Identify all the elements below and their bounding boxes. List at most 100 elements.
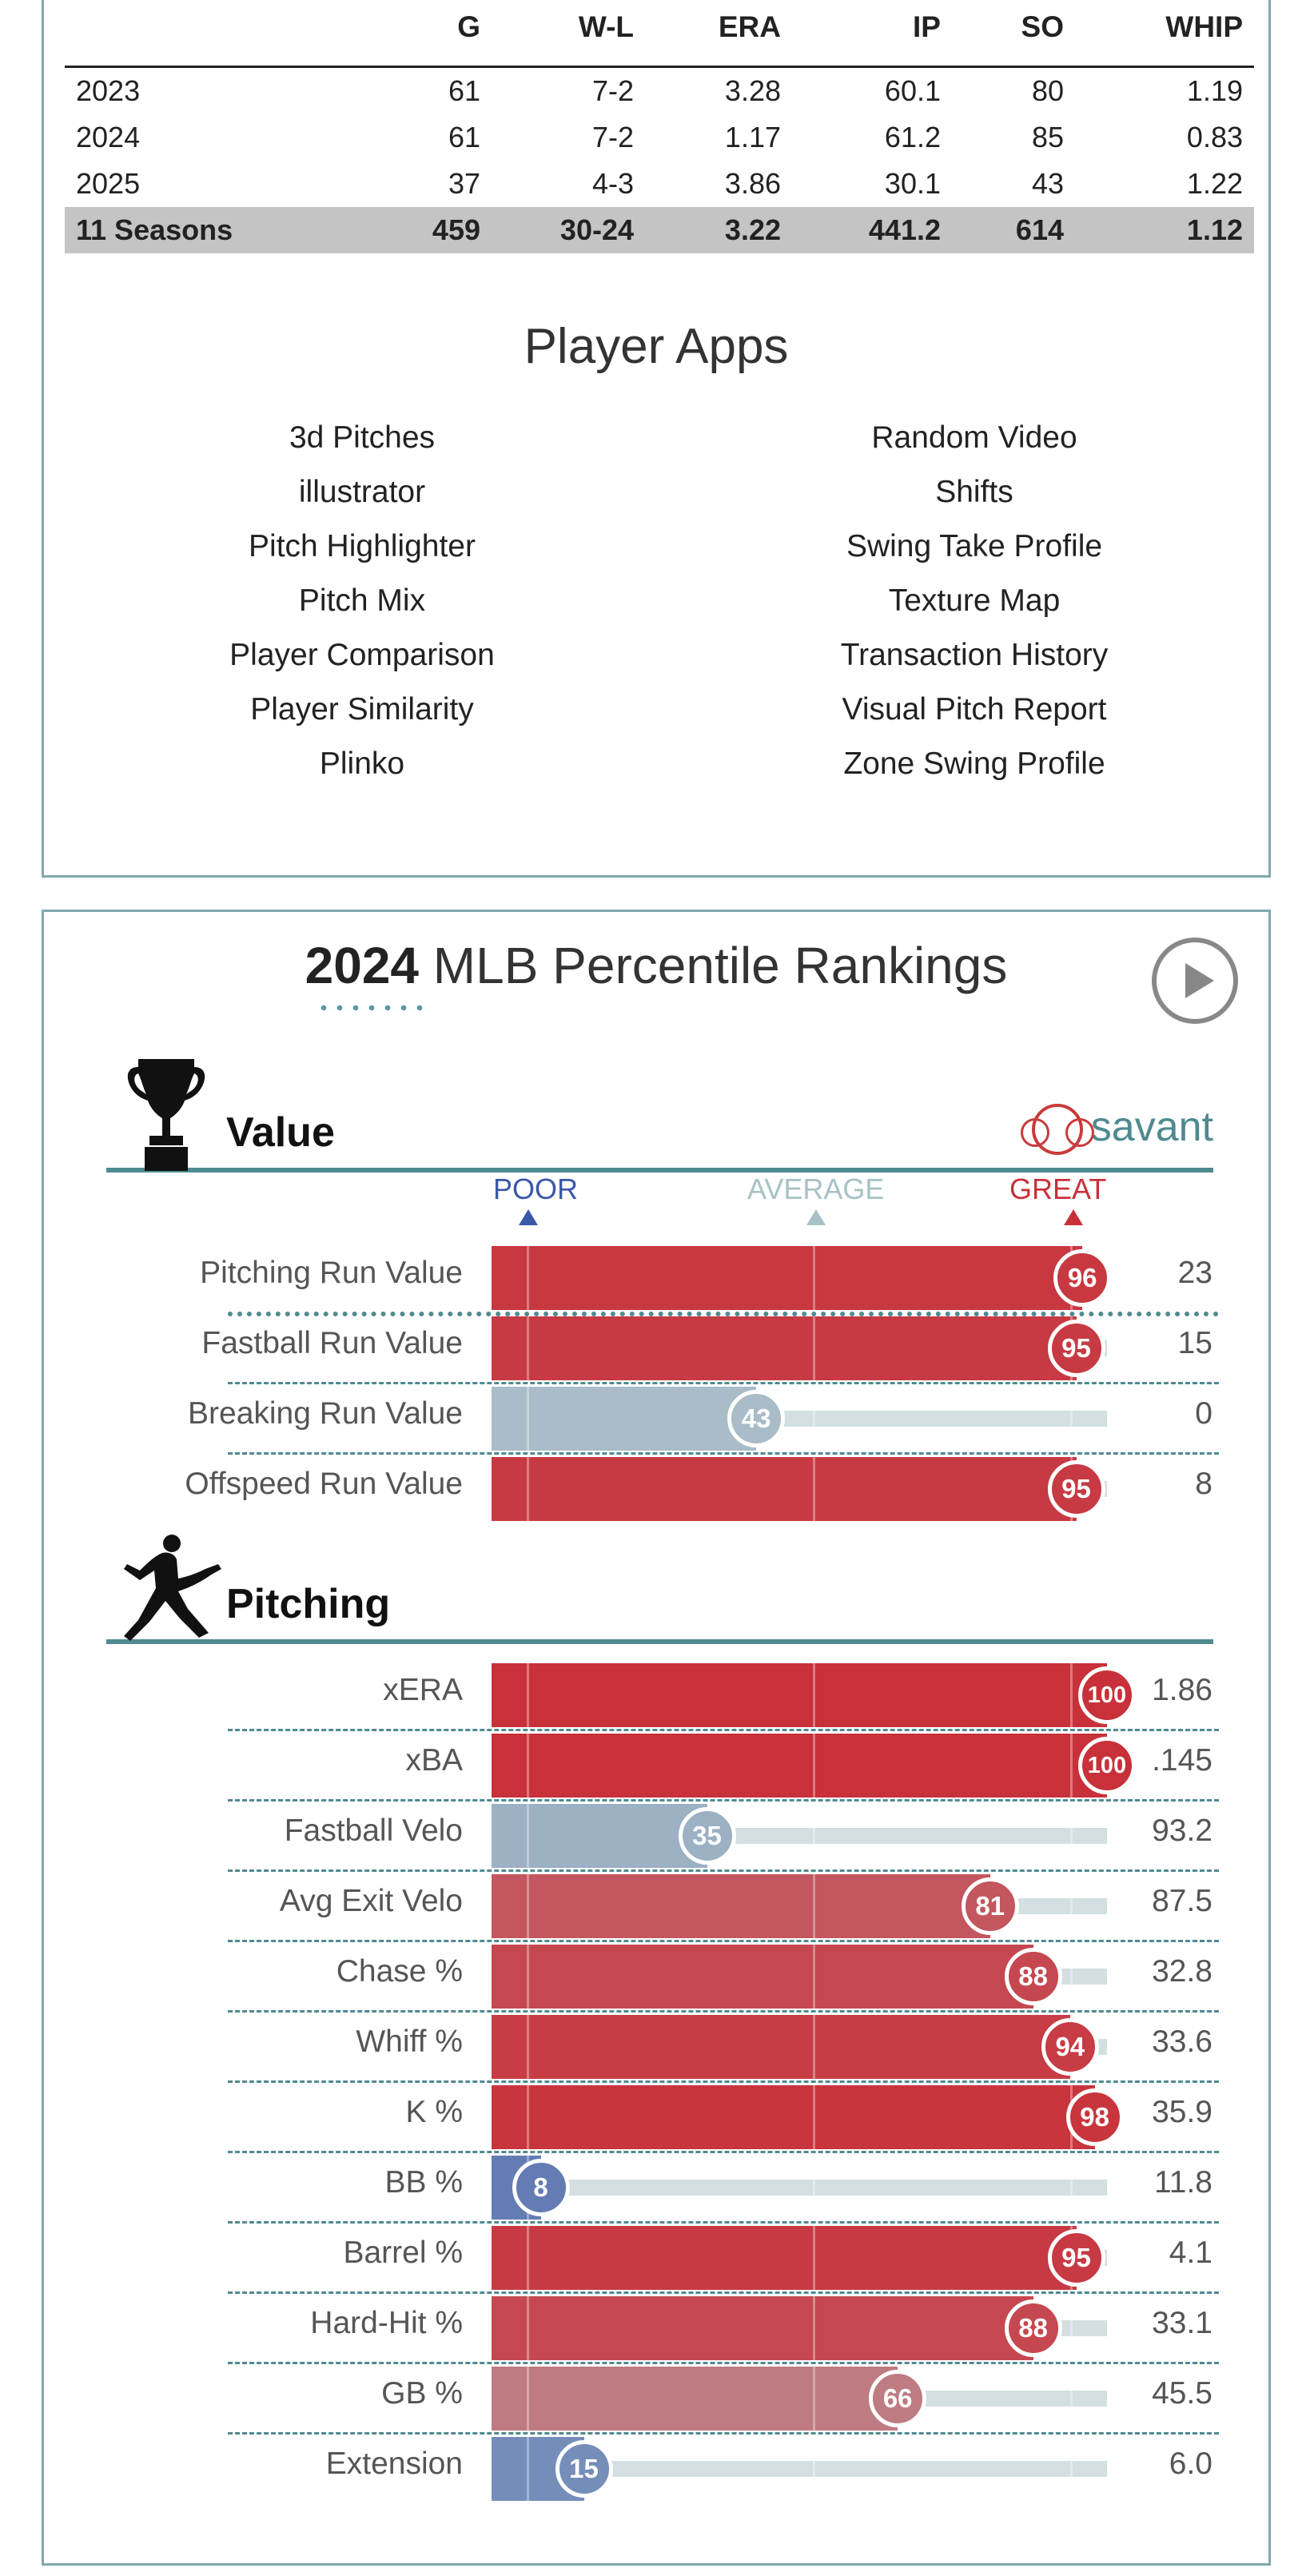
scale-guide-line: [527, 1316, 529, 1380]
scale-guide-line: [1070, 2367, 1073, 2431]
percentile-bubble[interactable]: 100: [1078, 1666, 1136, 1724]
play-button[interactable]: [1152, 938, 1238, 1024]
header-era[interactable]: ERA: [718, 10, 781, 43]
percentile-year[interactable]: 2024: [305, 937, 420, 994]
header-ip[interactable]: IP: [913, 10, 941, 43]
year-selector-dots[interactable]: [316, 1005, 431, 1011]
trophy-icon: [127, 1059, 205, 1171]
percentile-row[interactable]: 96 Pitching Run Value 23: [44, 1246, 1268, 1316]
header-so[interactable]: SO: [1021, 10, 1064, 43]
metric-label: Fastball Velo: [284, 1814, 463, 1848]
percentile-row[interactable]: 94 Whiff % 33.6: [44, 2015, 1268, 2085]
baseball-icon: [1020, 1104, 1094, 1155]
percentile-bubble[interactable]: 8: [512, 2159, 570, 2216]
percentile-bubble[interactable]: 96: [1053, 1249, 1112, 1307]
wl-cell: 4-3: [591, 167, 634, 200]
percentile-bar: [492, 1246, 1083, 1310]
metric-label: Hard-Hit %: [310, 2306, 463, 2340]
percentile-row[interactable]: 8 BB % 11.8: [44, 2156, 1268, 2226]
metric-label: Barrel %: [343, 2236, 463, 2270]
season-cell: 2023: [76, 74, 141, 107]
percentile-row[interactable]: 100 xBA .145: [44, 1734, 1268, 1804]
scale-guide-line: [813, 1945, 815, 2009]
row-divider: [228, 2151, 1219, 2153]
row-divider: [228, 2291, 1219, 2294]
season-cell: 2025: [76, 167, 141, 200]
percentile-bar: [492, 1316, 1077, 1380]
app-link[interactable]: Player Comparison: [229, 638, 495, 672]
savant-brand-text: savant: [1090, 1103, 1213, 1150]
wl-cell: 7-2: [591, 121, 634, 153]
percentile-bubble[interactable]: 88: [1004, 2299, 1062, 2357]
percentile-title-text: MLB Percentile Rankings: [432, 937, 1008, 994]
whip-cell: 1.19: [1186, 74, 1243, 107]
percentile-bar: [492, 1874, 990, 1938]
percentile-bubble[interactable]: 94: [1041, 2018, 1099, 2076]
app-link[interactable]: Shifts: [935, 475, 1013, 509]
metric-label: K %: [405, 2095, 463, 2129]
percentile-row[interactable]: 100 xERA 1.86: [44, 1663, 1268, 1734]
metric-label: xERA: [383, 1673, 463, 1707]
metric-label: Chase %: [336, 1954, 463, 1989]
percentile-row[interactable]: 15 Extension 6.0: [44, 2437, 1268, 2507]
percentile-row[interactable]: 66 GB % 45.5: [44, 2367, 1268, 2437]
row-divider: [228, 1729, 1219, 1731]
scale-guide-line: [1070, 1734, 1073, 1798]
app-link[interactable]: Pitch Highlighter: [249, 529, 476, 563]
percentile-row[interactable]: 43 Breaking Run Value 0: [44, 1387, 1268, 1457]
scale-guide-line: [1070, 2156, 1073, 2220]
app-link[interactable]: illustrator: [298, 475, 426, 509]
percentile-bubble[interactable]: 35: [678, 1807, 736, 1865]
table-row: 2023 61 7-2 3.28 60.1 80 1.19: [65, 68, 1254, 114]
stats-header-row: G W-L ERA IP SO WHIP: [65, 0, 1254, 68]
app-link[interactable]: Visual Pitch Report: [842, 692, 1107, 727]
app-link[interactable]: Pitch Mix: [298, 583, 426, 618]
percentile-bubble[interactable]: 95: [1047, 1320, 1105, 1377]
percentile-bubble[interactable]: 100: [1078, 1737, 1136, 1794]
metric-label: Offspeed Run Value: [185, 1467, 463, 1501]
scale-guide-line: [813, 1663, 815, 1727]
percentile-bar: [492, 2367, 898, 2431]
percentile-bubble[interactable]: 81: [961, 1877, 1019, 1935]
percentile-row[interactable]: 81 Avg Exit Velo 87.5: [44, 1874, 1268, 1945]
percentile-bubble[interactable]: 95: [1047, 2229, 1105, 2287]
percentile-row[interactable]: 98 K % 35.9: [44, 2085, 1268, 2156]
era-cell: 1.17: [724, 121, 781, 153]
ip-cell: 60.1: [884, 74, 941, 107]
percentile-bar: [492, 2085, 1095, 2149]
app-link[interactable]: Plinko: [319, 747, 405, 781]
app-link[interactable]: Zone Swing Profile: [843, 747, 1105, 781]
percentile-title: 2024 MLB Percentile Rankings: [44, 936, 1268, 995]
percentile-row[interactable]: 35 Fastball Velo 93.2: [44, 1804, 1268, 1874]
ip-cell: 441.2: [868, 213, 941, 246]
row-divider: [228, 2221, 1219, 2224]
app-link[interactable]: Random Video: [871, 420, 1077, 455]
header-wl[interactable]: W-L: [578, 10, 634, 43]
scale-great-label: GREAT: [1009, 1173, 1107, 1205]
percentile-row[interactable]: 95 Offspeed Run Value 8: [44, 1457, 1268, 1527]
header-g[interactable]: G: [457, 10, 480, 43]
scale-guide-line: [527, 1734, 529, 1798]
g-cell: 61: [448, 121, 480, 153]
percentile-bubble[interactable]: 43: [727, 1390, 786, 1447]
app-link[interactable]: Swing Take Profile: [846, 529, 1103, 563]
percentile-bubble[interactable]: 98: [1065, 2088, 1124, 2146]
app-link[interactable]: Transaction History: [840, 638, 1109, 672]
app-link[interactable]: Texture Map: [888, 583, 1061, 618]
percentile-row[interactable]: 88 Chase % 32.8: [44, 1945, 1268, 2015]
header-whip[interactable]: WHIP: [1165, 10, 1243, 43]
percentile-row[interactable]: 88 Hard-Hit % 33.1: [44, 2296, 1268, 2367]
percentile-row[interactable]: 95 Fastball Run Value 15: [44, 1316, 1268, 1387]
app-link[interactable]: Player Similarity: [250, 692, 474, 727]
app-link[interactable]: 3d Pitches: [289, 420, 436, 455]
metric-value: 35.9: [1152, 2095, 1212, 2129]
percentile-bubble[interactable]: 66: [869, 2370, 927, 2427]
percentile-bubble[interactable]: 15: [555, 2440, 613, 2498]
percentile-row[interactable]: 95 Barrel % 4.1: [44, 2226, 1268, 2296]
player-apps-right-column: Random Video Shifts Swing Take Profile T…: [703, 411, 1246, 791]
savant-logo[interactable]: savant: [1020, 1103, 1213, 1155]
scale-guide-line: [813, 2226, 815, 2290]
percentile-bar: [492, 1734, 1107, 1798]
percentile-bubble[interactable]: 88: [1004, 1948, 1062, 2005]
percentile-bubble[interactable]: 95: [1047, 1460, 1105, 1518]
